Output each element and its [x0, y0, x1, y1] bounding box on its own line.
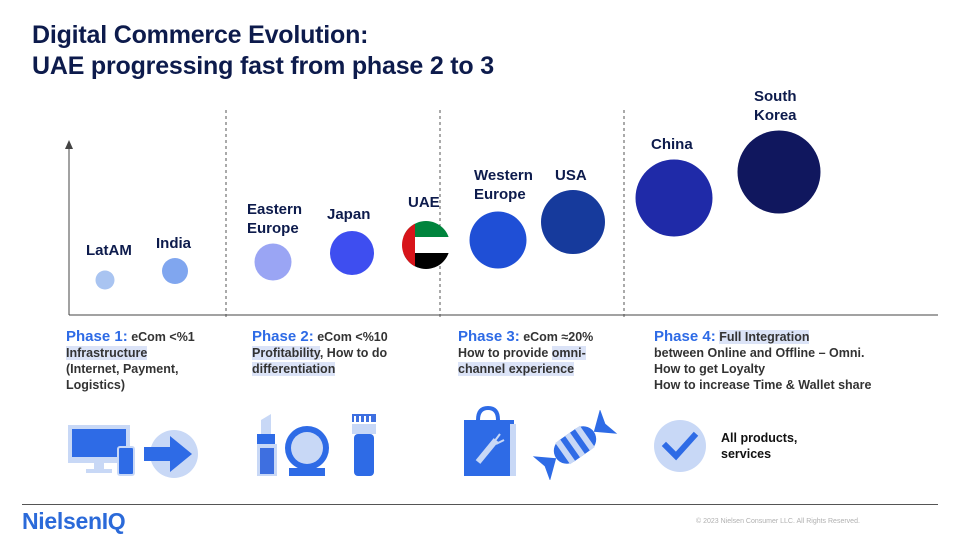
bubble-usa	[541, 190, 605, 254]
nielseniq-logo: NielsenIQ	[22, 508, 126, 534]
label-eastern-europe: Eastern Europe	[247, 201, 303, 237]
phase-3-metric: eCom ≈20%	[523, 330, 594, 344]
label-latam: LatAM	[86, 242, 132, 259]
phase-4-line-1: between Online and Offline – Omni.	[654, 346, 865, 360]
label-western-europe: Western Europe	[474, 167, 533, 203]
phase-1-text: Phase 1: eCom <%1 Infrastructure (Intern…	[66, 329, 195, 393]
phase-4-metric: Full Integration	[719, 330, 810, 344]
phase-1-line-3: Logistics)	[66, 378, 126, 392]
bubble-india	[162, 258, 188, 284]
bubble-uae-flag	[402, 221, 450, 269]
arrow-right-icon	[144, 430, 198, 478]
footer-divider	[22, 504, 938, 505]
phase-4-title: Phase 4:	[654, 328, 716, 345]
lipstick-icon	[257, 414, 277, 476]
y-axis-arrowhead	[65, 140, 73, 149]
phase-1-metric: eCom <%1	[131, 330, 195, 344]
phase-4-line-2: How to get Loyalty	[654, 362, 766, 376]
label-china: China	[651, 136, 693, 153]
phase-1-line-2: (Internet, Payment,	[66, 362, 179, 376]
all-products-line-1: All products,	[721, 431, 798, 445]
phase-3-title: Phase 3:	[458, 328, 520, 345]
phase-4-line-3: How to increase Time & Wallet share	[654, 378, 872, 392]
phase-1-title: Phase 1:	[66, 328, 128, 345]
phase-2-line-2-highlight: differentiation	[252, 362, 336, 376]
phase-2-metric: eCom <%10	[317, 330, 388, 344]
phase-3-line-2-highlight: channel experience	[458, 362, 575, 376]
copyright-text: © 2023 Nielsen Consumer LLC. All Rights …	[696, 518, 860, 525]
label-india: India	[156, 235, 192, 252]
phase-2-line-1-rest: , How to do	[319, 346, 388, 360]
phase-4-text: Phase 4: Full Integration between Online…	[654, 329, 871, 393]
bubble-south-korea	[737, 130, 821, 214]
slide-title: Digital Commerce Evolution: UAE progress…	[32, 20, 494, 82]
phase-2-title: Phase 2:	[252, 328, 314, 345]
label-uae: UAE	[408, 194, 440, 211]
phase-3-line-1-highlight: omni-	[551, 346, 586, 360]
mirror-icon	[285, 426, 329, 476]
title-line-1: Digital Commerce Evolution:	[32, 21, 369, 49]
trimmer-icon	[352, 414, 376, 476]
label-japan: Japan	[327, 206, 371, 223]
candy-icon	[532, 410, 618, 480]
all-products-text: All products, services	[721, 430, 797, 462]
computer-icon	[68, 425, 135, 476]
phase-2-line-1-highlight: Profitability	[252, 346, 320, 360]
phase-3-text: Phase 3: eCom ≈20% How to provide omni- …	[458, 329, 593, 377]
phase-2-text: Phase 2: eCom <%10 Profitability, How to…	[252, 329, 388, 377]
title-line-2: UAE progressing fast from phase 2 to 3	[32, 52, 494, 80]
label-usa: USA	[555, 167, 587, 184]
phase-1-line-1: Infrastructure	[66, 346, 148, 360]
bubble-latam	[95, 270, 115, 290]
bubble-western-europe	[469, 211, 527, 269]
bubble-japan	[330, 231, 374, 275]
shopping-bag-icon	[464, 406, 516, 476]
label-south-korea: South Korea	[754, 88, 797, 124]
bubble-eastern-europe	[254, 243, 292, 281]
all-products-line-2: services	[721, 447, 772, 461]
phase-3-line-1-rest: How to provide	[458, 346, 552, 360]
bubble-china	[635, 159, 713, 237]
checkmark-icon	[654, 420, 706, 472]
